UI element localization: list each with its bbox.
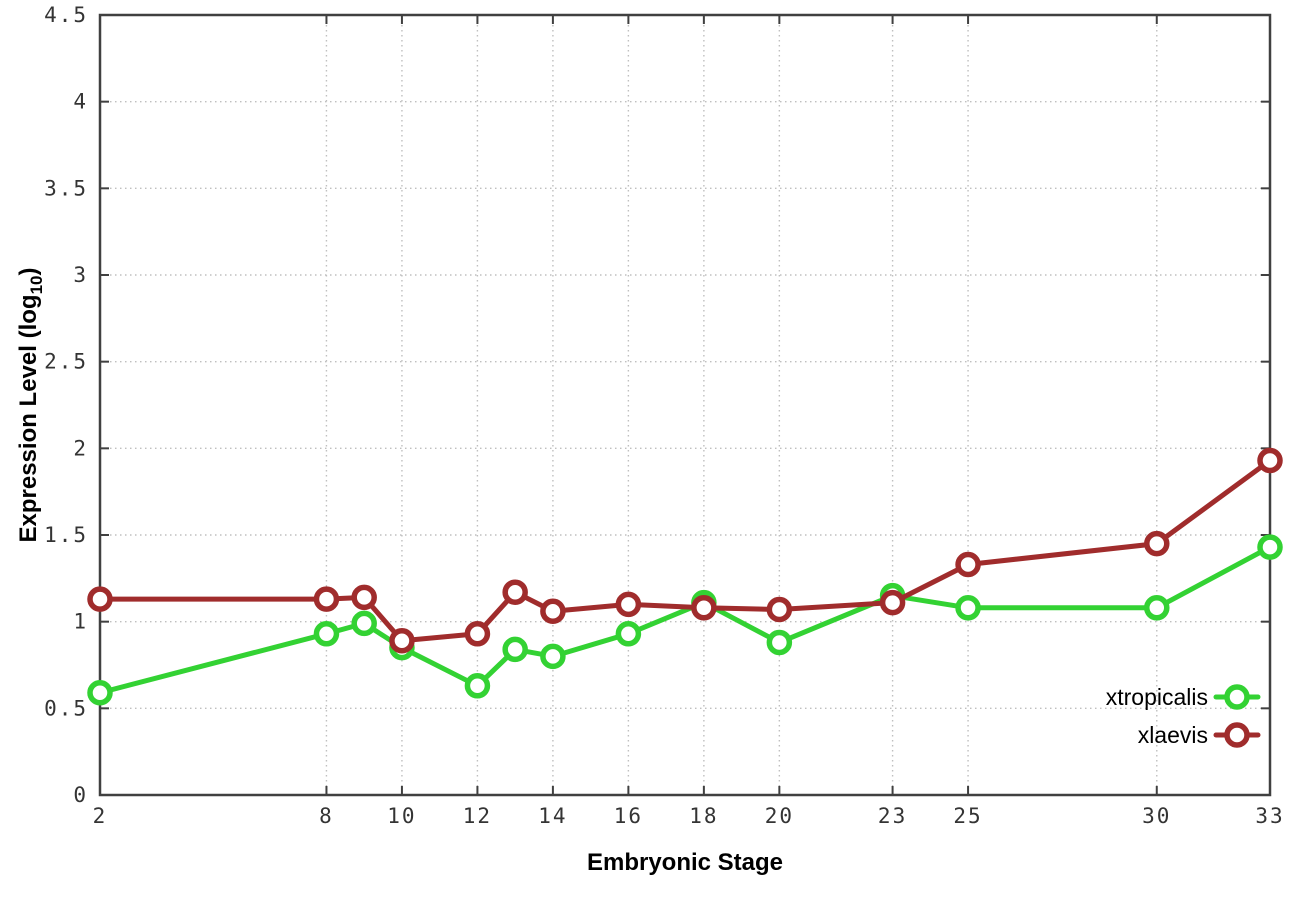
- x-tick-label: 16: [614, 804, 643, 828]
- data-point-xlaevis: [313, 586, 340, 612]
- data-point-xlaevis: [464, 621, 491, 647]
- legend-label-xlaevis: xlaevis: [1138, 722, 1208, 748]
- y-tick-label: 3.5: [44, 176, 88, 200]
- data-point-xlaevis: [955, 551, 981, 578]
- y-tick-label: 4.5: [44, 3, 88, 27]
- x-tick-label: 2: [93, 804, 108, 828]
- y-tick-label: 0: [73, 783, 88, 807]
- x-axis-title: Embryonic Stage: [587, 849, 783, 876]
- data-point-xlaevis: [879, 589, 906, 616]
- x-tick-label: 18: [689, 804, 718, 828]
- y-axis-title: Expression Level (log10): [15, 268, 46, 543]
- series-line-xlaevis: [97, 457, 1273, 644]
- y-tick-label: 2.5: [44, 350, 88, 374]
- y-tick-label: 3: [73, 263, 88, 287]
- data-point-xlaevis: [1257, 447, 1283, 474]
- y-tick-label: 1: [73, 610, 88, 634]
- data-point-xlaevis: [691, 595, 717, 621]
- x-tick-label: 14: [538, 804, 567, 828]
- x-tick-label: 30: [1142, 804, 1171, 828]
- x-tick-label: 12: [463, 804, 492, 828]
- data-point-xlaevis: [502, 579, 528, 605]
- legend-marker-xtropicalis: [1224, 684, 1250, 710]
- legend-marker-xlaevis: [1224, 722, 1250, 748]
- data-point-xtropicalis: [351, 610, 377, 637]
- data-point-xtropicalis: [955, 595, 981, 621]
- data-point-xtropicalis: [502, 636, 528, 663]
- y-tick-label: 2: [73, 436, 88, 460]
- data-point-xtropicalis: [615, 621, 642, 647]
- y-tick-label: 4: [73, 90, 88, 114]
- data-point-xlaevis: [87, 586, 113, 612]
- x-tick-label: 20: [765, 804, 794, 828]
- data-point-xlaevis: [766, 596, 793, 623]
- data-point-xlaevis: [615, 591, 642, 618]
- data-point-xtropicalis: [464, 673, 491, 699]
- data-point-xtropicalis: [1144, 595, 1170, 621]
- x-tick-label: 10: [387, 804, 416, 828]
- data-point-xtropicalis: [313, 621, 340, 647]
- x-tick-label: 33: [1255, 804, 1284, 828]
- data-point-xtropicalis: [540, 643, 566, 670]
- y-tick-label: 1.5: [44, 523, 88, 547]
- y-tick-label: 0.5: [44, 696, 88, 720]
- x-tick-label: 8: [319, 804, 334, 828]
- x-tick-label: 23: [878, 804, 907, 828]
- series-line-xtropicalis: [97, 544, 1273, 696]
- data-point-xtropicalis: [766, 629, 793, 656]
- data-point-xlaevis: [540, 598, 566, 625]
- data-point-xlaevis: [1144, 530, 1170, 557]
- data-point-xtropicalis: [1257, 534, 1283, 560]
- plot-border: [98, 13, 1272, 797]
- data-point-xlaevis: [389, 627, 415, 654]
- x-tick-label: 25: [953, 804, 982, 828]
- legend-label-xtropicalis: xtropicalis: [1106, 684, 1208, 710]
- data-point-xlaevis: [351, 584, 377, 611]
- data-point-xtropicalis: [87, 679, 113, 706]
